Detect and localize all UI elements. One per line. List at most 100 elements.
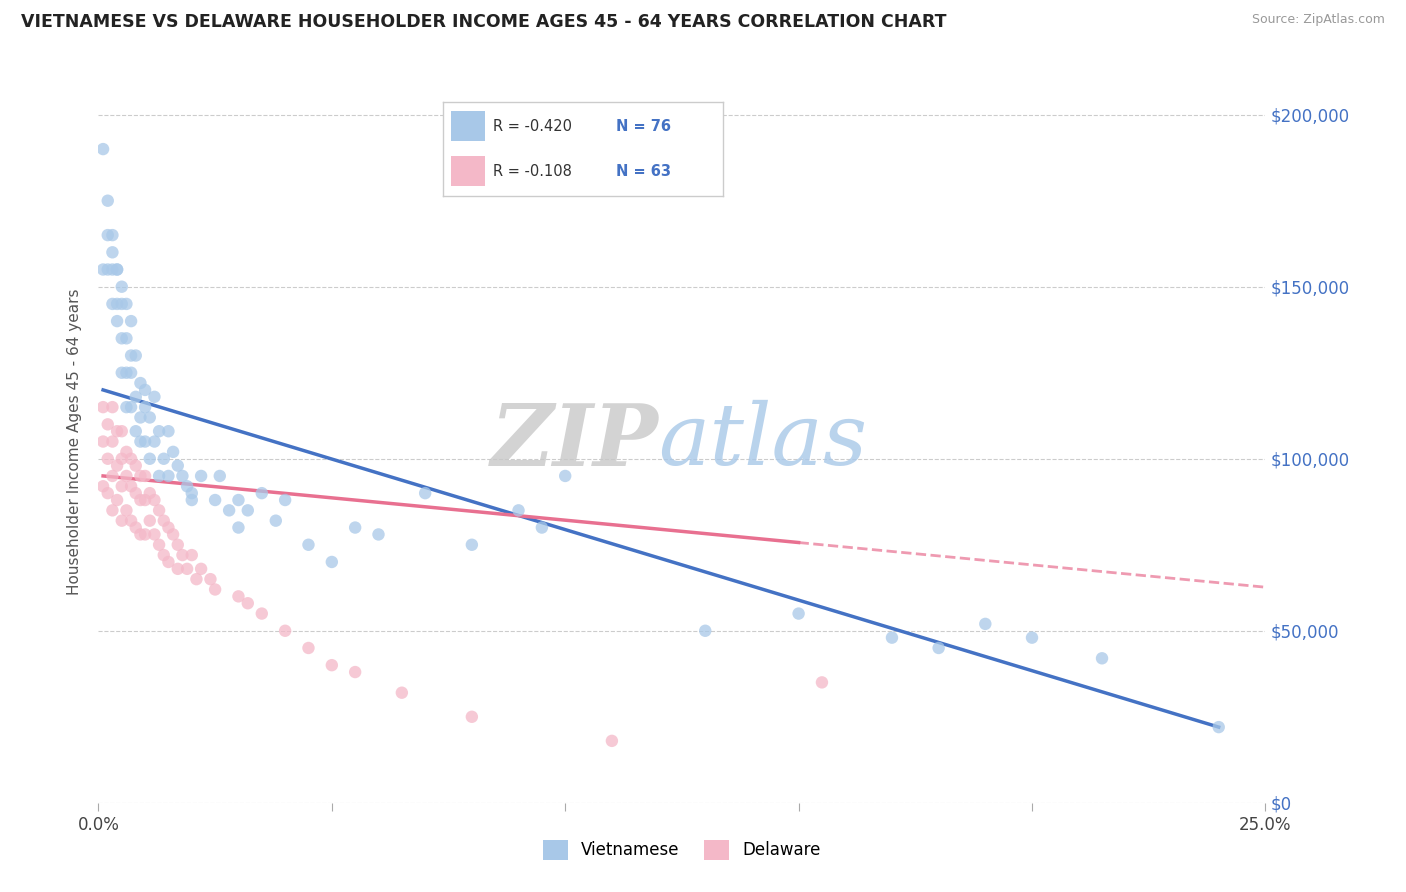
Point [162, 527, 184, 541]
Point [111, 424, 134, 438]
Point [148, 538, 170, 552]
Point [120, 514, 142, 528]
Point [111, 366, 134, 380]
Point [105, 297, 128, 311]
Point [166, 538, 188, 552]
Point [139, 486, 162, 500]
Point [190, 562, 212, 576]
Y-axis label: Householder Income Ages 45 - 64 years: Householder Income Ages 45 - 64 years [67, 288, 83, 595]
Point [115, 331, 138, 345]
Point [134, 469, 156, 483]
Point [176, 562, 198, 576]
Point [134, 383, 156, 397]
Point [166, 458, 188, 473]
Point [143, 527, 166, 541]
Point [101, 245, 124, 260]
Point [97, 228, 120, 243]
Text: atlas: atlas [658, 401, 868, 483]
Point [152, 451, 174, 466]
Point [695, 624, 717, 638]
Point [129, 469, 152, 483]
Point [129, 376, 152, 390]
Point [101, 228, 124, 243]
Point [1208, 720, 1230, 734]
Point [928, 640, 950, 655]
Point [180, 486, 202, 500]
Point [274, 624, 297, 638]
Point [152, 514, 174, 528]
Point [880, 631, 903, 645]
Point [97, 451, 120, 466]
Point [157, 424, 180, 438]
Point [134, 527, 156, 541]
Point [111, 331, 134, 345]
Point [115, 469, 138, 483]
Point [162, 445, 184, 459]
Point [120, 314, 142, 328]
Point [204, 582, 226, 597]
Point [125, 349, 148, 363]
Point [180, 548, 202, 562]
Point [172, 548, 194, 562]
Point [391, 686, 413, 700]
Point [250, 607, 273, 621]
Text: VIETNAMESE VS DELAWARE HOUSEHOLDER INCOME AGES 45 - 64 YEARS CORRELATION CHART: VIETNAMESE VS DELAWARE HOUSEHOLDER INCOM… [21, 13, 946, 31]
Point [143, 434, 166, 449]
Point [120, 366, 142, 380]
Point [148, 424, 170, 438]
Point [101, 469, 124, 483]
Point [129, 434, 152, 449]
Point [125, 390, 148, 404]
Point [152, 548, 174, 562]
Point [811, 675, 834, 690]
Point [157, 555, 180, 569]
Point [91, 142, 114, 156]
Point [115, 297, 138, 311]
Point [111, 514, 134, 528]
Point [148, 469, 170, 483]
Point [1021, 631, 1043, 645]
Point [91, 434, 114, 449]
Point [143, 390, 166, 404]
Point [105, 493, 128, 508]
Text: Source: ZipAtlas.com: Source: ZipAtlas.com [1251, 13, 1385, 27]
Point [190, 469, 212, 483]
Point [172, 469, 194, 483]
Point [125, 424, 148, 438]
Point [125, 486, 148, 500]
Point [208, 469, 231, 483]
Point [143, 493, 166, 508]
Point [321, 658, 343, 673]
Point [125, 520, 148, 534]
Point [344, 665, 367, 679]
Point [105, 458, 128, 473]
Point [105, 424, 128, 438]
Point [97, 486, 120, 500]
Point [129, 410, 152, 425]
Point [91, 262, 114, 277]
Point [321, 555, 343, 569]
Point [274, 493, 297, 508]
Point [91, 479, 114, 493]
Point [97, 262, 120, 277]
Point [115, 400, 138, 414]
Point [600, 734, 623, 748]
Point [97, 194, 120, 208]
Point [129, 527, 152, 541]
Point [297, 640, 319, 655]
Point [101, 297, 124, 311]
Point [97, 417, 120, 432]
Point [250, 486, 273, 500]
Point [101, 434, 124, 449]
Point [134, 493, 156, 508]
Point [787, 607, 810, 621]
Point [91, 400, 114, 414]
Point [101, 503, 124, 517]
Point [139, 514, 162, 528]
Point [111, 451, 134, 466]
Point [115, 445, 138, 459]
Point [115, 503, 138, 517]
Point [176, 479, 198, 493]
Point [101, 400, 124, 414]
Point [166, 562, 188, 576]
